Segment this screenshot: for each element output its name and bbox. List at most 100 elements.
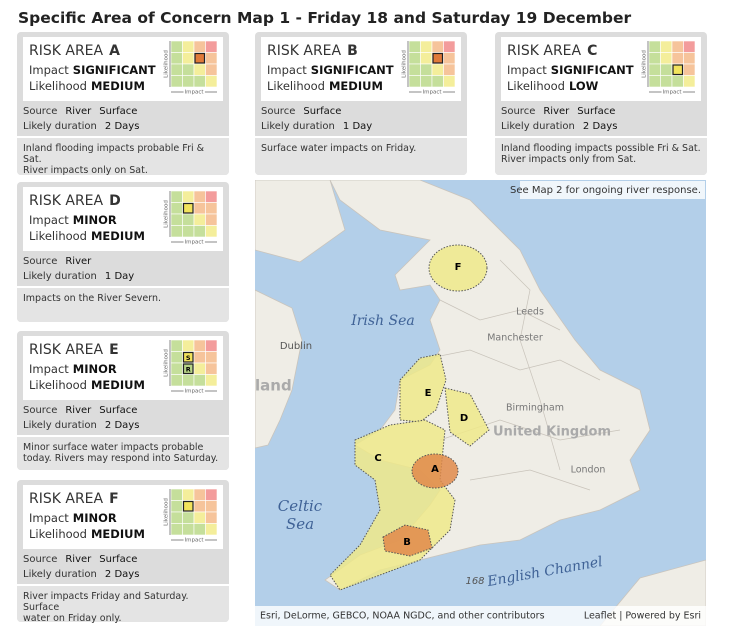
likelihood-line: Likelihood LOW	[507, 79, 598, 93]
risk-area-title: RISK AREA D	[29, 193, 121, 209]
matrix-cell	[182, 225, 195, 238]
matrix-x-label: Impact	[184, 538, 204, 544]
duration-label: Likely duration	[23, 420, 97, 431]
duration-line: Likely duration 2 Days	[23, 121, 139, 132]
risk-area-title: RISK AREA B	[267, 43, 358, 59]
matrix-cell	[170, 339, 183, 352]
note-line: River impacts Friday and Saturday. Surfa…	[23, 591, 189, 613]
risk-area-title: RISK AREA F	[29, 491, 119, 507]
risk-area-shape	[382, 524, 433, 557]
matrix-cell	[408, 40, 421, 53]
matrix-cell	[170, 351, 183, 364]
matrix-cell	[170, 63, 183, 76]
matrix-cell	[182, 339, 195, 352]
impact-value: MINOR	[72, 213, 117, 227]
source-value: River	[65, 405, 92, 416]
risk-area-letter: C	[587, 43, 598, 59]
matrix-cell	[193, 213, 206, 226]
matrix-cell	[431, 75, 444, 88]
likelihood-value: MEDIUM	[328, 79, 383, 93]
note-line: water on Friday only.	[23, 613, 122, 624]
matrix-mark-label: R	[186, 365, 191, 373]
matrix-cell	[170, 374, 183, 387]
matrix-marker	[182, 363, 194, 375]
impact-label: Impact	[29, 511, 69, 525]
place-label: Dublin	[280, 341, 312, 352]
likelihood-value: LOW	[568, 79, 599, 93]
matrix-cell	[182, 52, 195, 65]
matrix-cell	[683, 63, 696, 76]
matrix-cell	[182, 75, 195, 88]
matrix-cell	[193, 362, 206, 375]
matrix-cell	[671, 40, 684, 53]
place-label: Manchester	[487, 333, 543, 344]
matrix-cell	[170, 500, 183, 513]
matrix-cell	[205, 511, 218, 524]
duration-value: 2 Days	[104, 420, 140, 431]
source-line: Source River Surface	[501, 106, 615, 117]
matrix-x-label: Impact	[184, 389, 204, 395]
likelihood-line: Likelihood MEDIUM	[29, 79, 145, 93]
matrix-cell	[408, 75, 421, 88]
note-line: Inland flooding impacts probable Fri & S…	[23, 143, 205, 165]
risk-area-map-label: C	[374, 453, 381, 464]
matrix-cell	[193, 339, 206, 352]
matrix-cell	[170, 488, 183, 501]
matrix-cell	[420, 52, 433, 65]
source-label: Source	[261, 106, 296, 117]
card-header: RISK AREA A Impact SIGNIFICANT Likelihood MED…	[23, 37, 223, 101]
place-label: United Kingdom	[493, 425, 611, 440]
boundaries	[419, 259, 621, 491]
duration-value: 2 Days	[104, 121, 140, 132]
card-header: RISK AREA D Impact MINOR Likelihood MEDIUM Lik…	[23, 187, 223, 251]
risk-card: RISK AREA D Impact MINOR Likelihood MEDIUM Lik…	[17, 182, 229, 322]
matrix-cell	[170, 511, 183, 524]
likelihood-label: Likelihood	[29, 378, 87, 392]
risk-area-letter: D	[109, 193, 121, 209]
source-label: Source	[23, 405, 58, 416]
likelihood-label: Likelihood	[507, 79, 565, 93]
source-value: Surface	[99, 554, 138, 565]
impact-label: Impact	[267, 63, 307, 77]
matrix-cell	[683, 75, 696, 88]
source-label: Source	[23, 554, 58, 565]
likelihood-value: MEDIUM	[90, 229, 145, 243]
matrix-cell	[205, 202, 218, 215]
note-line: River impacts only from Sat.	[501, 154, 637, 165]
matrix-cell	[205, 339, 218, 352]
risk-card: RISK AREA A Impact SIGNIFICANT Likelihood MED…	[17, 32, 229, 176]
matrix-cell	[408, 52, 421, 65]
source-line: Source River Surface	[23, 554, 137, 565]
source-value: River	[65, 554, 92, 565]
matrix-cell	[193, 523, 206, 536]
matrix-marker	[182, 500, 194, 512]
risk-area-shape	[411, 453, 459, 489]
matrix-cell	[193, 374, 206, 387]
source-value: Surface	[99, 405, 138, 416]
matrix-cell	[671, 52, 684, 65]
source-value: River	[543, 106, 570, 117]
matrix-cell	[170, 40, 183, 53]
matrix-cell	[431, 63, 444, 76]
matrix-cell	[193, 63, 206, 76]
matrix-cell	[205, 362, 218, 375]
risk-areas: F E D C A B	[329, 244, 490, 591]
matrix-x-label: Impact	[422, 90, 442, 96]
impact-value: SIGNIFICANT	[550, 63, 634, 77]
risk-area-shape	[444, 387, 490, 447]
matrix-cell	[170, 75, 183, 88]
matrix-marker	[432, 52, 444, 64]
attribution: Esri, DeLorme, GEBCO, NOAA NGDC, and oth…	[260, 611, 545, 622]
impact-label: Impact	[29, 213, 69, 227]
duration-line: Likely duration 1 Day	[261, 121, 372, 132]
place-label: land	[255, 377, 292, 395]
matrix-cell	[205, 190, 218, 203]
impact-value: MINOR	[72, 511, 117, 525]
matrix-cell	[205, 374, 218, 387]
risk-area-map-label: F	[455, 262, 462, 273]
risk-area-letter: B	[347, 43, 358, 59]
map-note: See Map 2 for ongoing river response.	[510, 185, 701, 196]
impact-value: SIGNIFICANT	[310, 63, 394, 77]
